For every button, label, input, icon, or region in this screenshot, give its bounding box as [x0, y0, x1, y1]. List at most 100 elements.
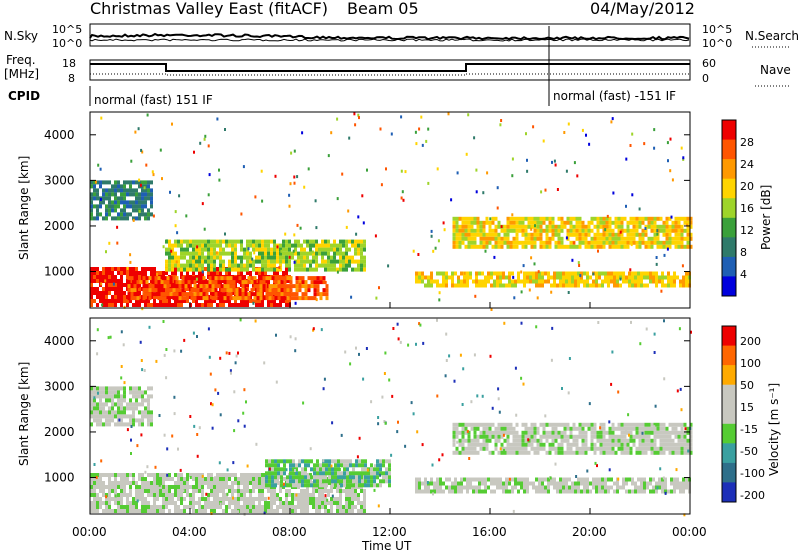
heatmap-cell [160, 284, 164, 289]
heatmap-cell [123, 196, 126, 201]
heatmap-cell [192, 251, 195, 256]
heatmap-cell [126, 406, 129, 411]
heatmap-cell [217, 284, 221, 289]
heatmap-cell [653, 434, 657, 439]
heatmap-cell [105, 283, 108, 287]
heatmap-cell [240, 477, 243, 481]
heatmap-cell [351, 255, 354, 260]
heatmap-cell [222, 509, 225, 513]
heatmap-cell [364, 479, 367, 484]
heatmap-cell [258, 497, 261, 501]
heatmap-cell [575, 450, 579, 455]
heatmap-cell [596, 438, 600, 443]
heatmap-cell [638, 224, 642, 229]
heatmap-speckle [565, 169, 568, 173]
heatmap-cell [626, 426, 630, 431]
heatmap-cell [243, 303, 246, 307]
heatmap-cell [129, 390, 132, 395]
heatmap-cell [174, 493, 177, 497]
colorbar-tick-label: 12 [740, 224, 754, 237]
heatmap-speckle [217, 391, 220, 395]
heatmap-cell [521, 446, 525, 451]
heatmap-speckle [237, 351, 239, 355]
heatmap-cell [473, 236, 477, 241]
heatmap-cell [324, 489, 327, 493]
heatmap-cell [619, 485, 622, 490]
heatmap-cell [470, 232, 474, 237]
heatmap-cell [674, 240, 678, 245]
nsearch-line [89, 38, 690, 42]
heatmap-cell [316, 288, 320, 293]
heatmap-cell [339, 497, 342, 501]
heatmap-cell [108, 180, 111, 185]
heatmap-cell [159, 493, 162, 497]
heatmap-cell [147, 501, 150, 505]
heatmap-cell [253, 296, 257, 301]
heatmap-cell [562, 279, 565, 284]
heatmap-speckle [588, 142, 591, 146]
heatmap-cell [614, 426, 618, 431]
heatmap-cell [532, 485, 535, 490]
heatmap-cell [575, 224, 579, 229]
heatmap-cell [147, 267, 150, 271]
heatmap-speckle [597, 249, 599, 253]
heatmap-cell [162, 303, 165, 307]
heatmap-cell [265, 479, 268, 484]
heatmap-cell [455, 244, 459, 249]
heatmap-cell [469, 481, 472, 486]
heatmap-cell [686, 450, 690, 455]
heatmap-cell [222, 251, 225, 256]
heatmap-cell [458, 422, 462, 427]
heatmap-cell [147, 505, 150, 509]
heatmap-speckle [275, 380, 278, 384]
heatmap-cell [476, 442, 480, 447]
heatmap-speckle [414, 130, 417, 134]
heatmap-speckle [669, 137, 672, 141]
heatmap-cell [581, 236, 585, 241]
heatmap-cell [159, 509, 162, 513]
heatmap-cell [273, 267, 276, 272]
heatmap-cell [307, 479, 310, 484]
heatmap-cell [201, 509, 204, 513]
heatmap-cell [90, 422, 93, 427]
heatmap-cell [566, 236, 570, 241]
heatmap-cell [569, 244, 573, 249]
heatmap-cell [485, 422, 489, 427]
heatmap-cell [354, 493, 357, 497]
heatmap-cell [126, 422, 129, 427]
heatmap-cell [521, 216, 525, 221]
heatmap-cell [196, 292, 200, 297]
heatmap-cell [590, 216, 594, 221]
heatmap-cell [682, 481, 685, 486]
heatmap-cell [172, 292, 176, 297]
heatmap-cell [683, 450, 687, 455]
heatmap-cell [357, 247, 360, 252]
heatmap-cell [674, 450, 678, 455]
heatmap-cell [201, 505, 204, 509]
heatmap-cell [360, 501, 363, 505]
heatmap-cell [593, 442, 597, 447]
heatmap-cell [668, 430, 672, 435]
heatmap-speckle [120, 376, 123, 380]
heatmap-cell [90, 501, 93, 505]
heatmap-speckle [193, 424, 196, 428]
heatmap-cell [150, 200, 153, 205]
heatmap-cell [120, 489, 123, 493]
heatmap-cell [578, 422, 582, 427]
heatmap-cell [455, 450, 459, 455]
heatmap-cell [222, 263, 225, 268]
heatmap-cell [324, 505, 327, 509]
heatmap-cell [261, 489, 264, 493]
heatmap-cell [99, 497, 102, 501]
heatmap-cell [635, 426, 639, 431]
heatmap-cell [460, 481, 463, 486]
heatmap-cell [150, 196, 153, 201]
heatmap-speckle [530, 227, 533, 231]
x-axis-label: Time UT [361, 539, 412, 553]
heatmap-cell [653, 228, 657, 233]
heatmap-cell [144, 485, 147, 489]
heatmap-cell [171, 263, 174, 268]
heatmap-cell [581, 438, 585, 443]
heatmap-cell [388, 467, 391, 472]
heatmap-cell [123, 485, 126, 489]
